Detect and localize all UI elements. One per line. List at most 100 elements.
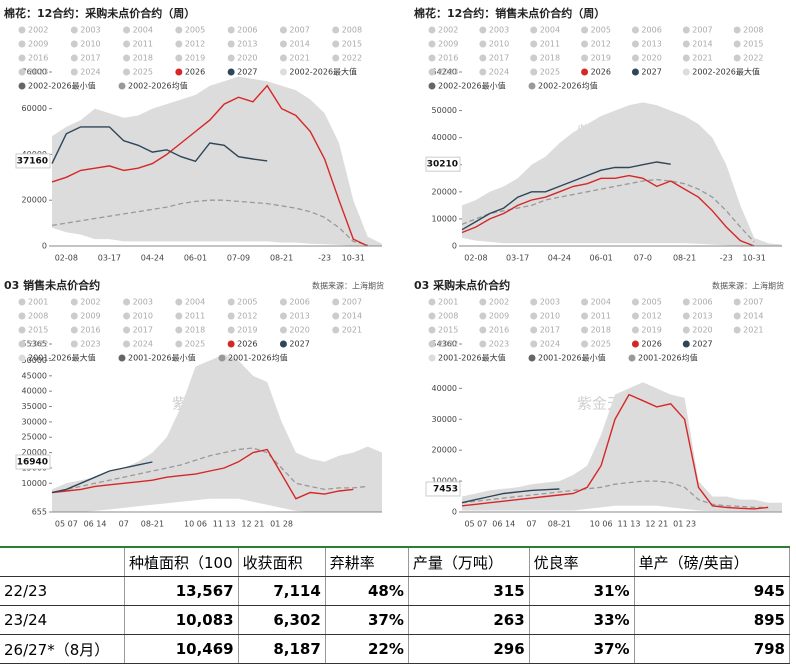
header-cell [0, 546, 125, 577]
legend-label: 2020 [289, 326, 309, 335]
x-tick-label: 08-21 [673, 254, 696, 263]
table-cell: 6,302 [238, 605, 326, 635]
x-tick-label: 01 23 [673, 520, 696, 529]
legend-label: 2001-2026最小值 [128, 353, 196, 363]
legend-marker [530, 68, 538, 76]
legend-label: 2015 [438, 326, 458, 335]
legend-marker [428, 40, 436, 48]
legend-marker [175, 340, 183, 348]
legend-label: 2002 [80, 298, 100, 307]
legend-label: 2023 [489, 340, 509, 349]
x-tick-label: 02-08 [55, 254, 78, 263]
legend-label: 2002 [489, 298, 509, 307]
legend-label: 2024 [133, 340, 153, 349]
legend-label: 2021 [342, 326, 362, 335]
series-line [51, 448, 354, 500]
table-cell: 263 [408, 605, 530, 635]
legend-marker [631, 326, 639, 334]
x-tick-label: 10 06 [184, 520, 207, 529]
legend-marker [279, 340, 287, 348]
legend-marker [479, 340, 487, 348]
legend-marker [530, 312, 538, 320]
legend-marker [175, 54, 183, 62]
y-tick-label: 655 [32, 508, 47, 517]
table-cell: 13,567 [124, 576, 239, 606]
legend-label: 2008 [743, 26, 763, 35]
legend-marker [428, 298, 436, 306]
legend-label: 2023 [438, 68, 458, 77]
legend-marker [581, 340, 589, 348]
x-tick-label: 08-21 [548, 520, 571, 529]
x-tick-label: 05 07 [55, 520, 78, 529]
series-line [51, 84, 369, 247]
legend-label: 2003 [80, 26, 100, 35]
legend-marker [528, 82, 536, 90]
data-table: 种植面积（100 收获面积 弃耕率 产量（万吨） 优良率 单产（磅/英亩） 22/23 13,… [0, 546, 791, 664]
legend-marker [628, 354, 636, 362]
legend-label: 2018 [133, 54, 153, 63]
legend-label: 2016 [489, 326, 509, 335]
table-cell: 296 [408, 634, 530, 664]
legend-marker [479, 54, 487, 62]
legend-marker [332, 298, 340, 306]
series-line [51, 126, 268, 164]
legend-label: 2013 [641, 40, 661, 49]
legend-marker [530, 26, 538, 34]
legend-marker [428, 312, 436, 320]
y-tick-label: 30000 [432, 415, 457, 424]
range-area [462, 382, 782, 512]
legend-marker [227, 26, 235, 34]
legend-label: 2025 [185, 340, 205, 349]
legend-label: 2005 [641, 298, 661, 307]
x-tick-label: 06 14 [84, 520, 107, 529]
legend-label: 2027 [237, 68, 257, 77]
legend-marker [581, 312, 589, 320]
legend-marker [175, 298, 183, 306]
range-area [462, 102, 782, 247]
legend-marker [682, 312, 690, 320]
header-cell: 弃耕率 [325, 546, 409, 577]
x-tick-label: 03-17 [506, 254, 529, 263]
legend-marker [682, 326, 690, 334]
legend-label: 2011 [591, 312, 611, 321]
legend-label: 2015 [342, 40, 362, 49]
legend-label: 2002 [438, 26, 458, 35]
legend-marker [123, 326, 131, 334]
x-tick-label: 06-01 [184, 254, 207, 263]
y-tick-label: 55365 [22, 340, 47, 349]
y-tick-label: 76000 [22, 68, 47, 77]
legend-label: 2025 [591, 340, 611, 349]
table-cell: 895 [634, 605, 791, 635]
chart-title: 棉花：12合约：采购未点价合约（周） [4, 6, 195, 20]
x-tick-label: 10-31 [743, 254, 766, 263]
y-tick-label: 20000 [22, 448, 47, 457]
legend-marker [118, 82, 126, 90]
legend-label: 2023 [80, 340, 100, 349]
legend-label: 2001 [28, 298, 48, 307]
legend-marker [227, 40, 235, 48]
legend-marker [631, 40, 639, 48]
legend-label: 2002 [28, 26, 48, 35]
legend-label: 2024 [80, 68, 100, 77]
table-cell: 31% [529, 576, 635, 606]
legend-label: 2014 [743, 312, 763, 321]
current-label-box [15, 153, 51, 169]
y-tick-label: 40000 [432, 384, 457, 393]
y-tick-label: 50000 [432, 106, 457, 115]
legend-marker [428, 82, 436, 90]
y-tick-label: 10000 [22, 479, 47, 488]
legend-label: 2006 [237, 26, 257, 35]
legend-marker [479, 26, 487, 34]
legend-label: 2010 [133, 312, 153, 321]
legend-label: 2014 [289, 40, 309, 49]
legend-marker [279, 40, 287, 48]
legend-marker [18, 26, 26, 34]
legend-label: 2008 [438, 312, 458, 321]
legend-label: 2002-2026均值 [538, 81, 598, 91]
chart-title: 03 采购未点价合约 [414, 278, 510, 292]
y-tick-label: 20000 [22, 196, 47, 205]
legend-marker [631, 340, 639, 348]
legend-marker [682, 68, 690, 76]
legend-label: 2011 [185, 312, 205, 321]
legend-marker [581, 326, 589, 334]
